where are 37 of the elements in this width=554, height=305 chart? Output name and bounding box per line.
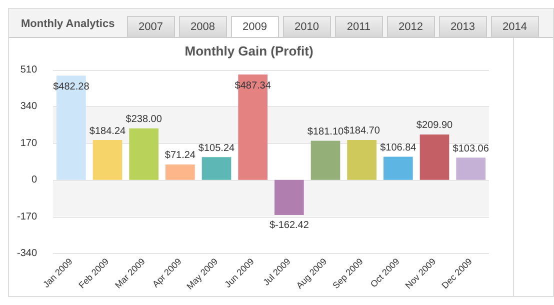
- bar: [129, 128, 159, 180]
- data-label: $106.84: [380, 142, 417, 154]
- data-label: $238.00: [126, 114, 162, 126]
- text: 2012: [386, 16, 435, 37]
- data-label: $105.24: [198, 142, 236, 154]
- y-tick-label: 0: [31, 174, 38, 186]
- text: 2014: [490, 16, 539, 37]
- bar: [274, 180, 304, 216]
- bar: [166, 164, 195, 180]
- y-tick-label: 170: [20, 138, 38, 149]
- data-label: $181.10: [307, 126, 344, 138]
- text: 2008: [178, 16, 227, 37]
- chart-title: Monthly Gain (Profit): [184, 43, 314, 58]
- data-label: $482.28: [53, 81, 90, 92]
- text: 2011: [334, 16, 383, 37]
- text: 2007: [126, 16, 175, 37]
- data-label: $209.90: [416, 120, 454, 132]
- y-tick-label: -170: [17, 211, 38, 222]
- data-label: $103.06: [452, 143, 490, 154]
- data-label: $184.24: [89, 126, 126, 137]
- text: Monthly Analytics: [20, 18, 116, 32]
- y-tick-label: 340: [20, 101, 38, 112]
- text: 2010: [282, 16, 331, 37]
- data-label: $-162.42: [269, 220, 310, 231]
- text: 2009: [230, 16, 279, 37]
- text: 2013: [438, 16, 487, 37]
- y-tick-label: 510: [20, 64, 38, 76]
- y-tick-label: -340: [17, 248, 38, 260]
- bar: [420, 134, 450, 180]
- bar: [384, 156, 413, 180]
- bar: [202, 157, 232, 180]
- bar: [347, 140, 377, 180]
- data-label: $71.24: [164, 150, 196, 162]
- bar: [92, 140, 122, 180]
- bar: [456, 158, 486, 180]
- bar: [310, 140, 340, 180]
- data-label: $184.70: [344, 126, 380, 137]
